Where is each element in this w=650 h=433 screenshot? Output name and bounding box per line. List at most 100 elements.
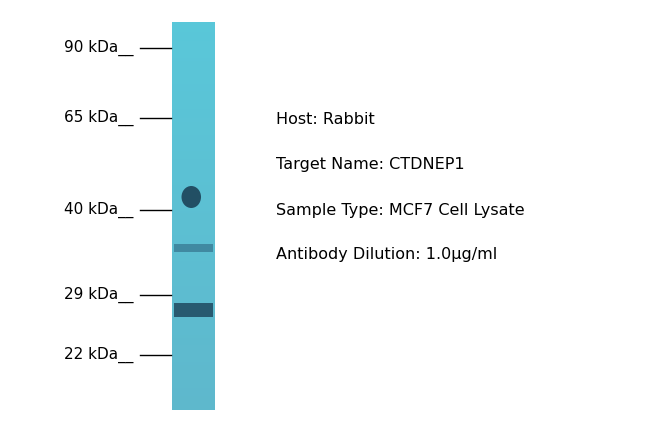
Bar [172,174,214,176]
Bar [172,398,214,400]
Bar [172,44,214,45]
Bar [172,81,214,83]
Bar [172,211,214,212]
Bar [172,374,214,375]
Bar [172,340,214,342]
Bar [172,163,214,164]
Bar [172,388,214,389]
Bar [172,404,214,405]
Bar [172,176,214,177]
Bar [172,47,214,48]
Bar [172,186,214,187]
Bar [172,110,214,111]
Bar [172,288,214,290]
Bar [172,124,214,126]
Bar [172,42,214,43]
Bar [172,152,214,154]
Bar [172,173,214,174]
Bar [172,122,214,123]
Bar [172,62,214,63]
Bar [172,79,214,80]
Bar [172,197,214,198]
Bar [172,325,214,326]
Bar [172,394,214,396]
Bar [172,334,214,335]
Bar [172,76,214,78]
Bar [172,376,214,378]
Bar [172,105,214,106]
Bar [172,281,214,282]
Bar [172,184,214,185]
Bar [172,327,214,329]
Bar [172,283,214,284]
Bar [172,22,214,410]
Bar [172,114,214,115]
Bar [172,90,214,92]
Bar [172,385,214,387]
Bar [172,136,214,137]
Bar [172,51,214,52]
Bar [172,30,214,31]
Bar [172,242,214,243]
Bar [172,342,214,343]
Bar [172,265,214,266]
Bar [172,40,214,42]
Bar [172,35,214,36]
Bar [172,168,214,169]
Bar [172,32,214,34]
Bar [172,34,214,35]
Bar [172,336,214,338]
Bar [172,132,214,133]
Bar [172,292,214,294]
Bar [172,380,214,381]
Bar [172,225,214,226]
Bar [172,238,214,239]
Bar [172,207,214,208]
Bar [172,406,214,407]
Bar [172,133,214,135]
Bar [172,237,214,238]
Text: Target Name: CTDNEP1: Target Name: CTDNEP1 [276,158,465,172]
Bar [172,323,214,325]
Bar [172,88,214,89]
Bar [172,190,214,191]
Bar [172,172,214,173]
Bar [172,100,214,101]
Bar [172,312,214,313]
Bar [172,141,214,142]
Bar [172,154,214,155]
Bar [172,118,214,119]
Bar [172,80,214,81]
Bar [172,296,214,297]
Bar [172,98,214,100]
Bar [172,228,214,229]
Bar [172,261,214,262]
Bar [172,354,214,355]
Bar [172,149,214,150]
Bar [172,127,214,128]
Bar [172,213,214,215]
Bar [172,182,214,184]
Bar [172,322,214,323]
Bar [172,167,214,168]
Bar [172,367,214,368]
Bar [172,375,214,376]
Bar [172,393,214,394]
Bar [172,314,214,316]
Bar [172,31,214,32]
Bar [172,339,214,340]
Bar [172,277,214,278]
Bar [172,198,214,199]
Bar [172,268,214,269]
Bar [172,401,214,402]
Bar [172,347,214,348]
Bar [172,344,214,346]
Bar [172,128,214,129]
Bar [172,23,214,25]
Bar [172,193,214,194]
Bar [172,103,214,105]
Bar [172,257,214,259]
Bar [172,66,214,67]
Bar [172,97,214,98]
Bar [172,266,214,268]
